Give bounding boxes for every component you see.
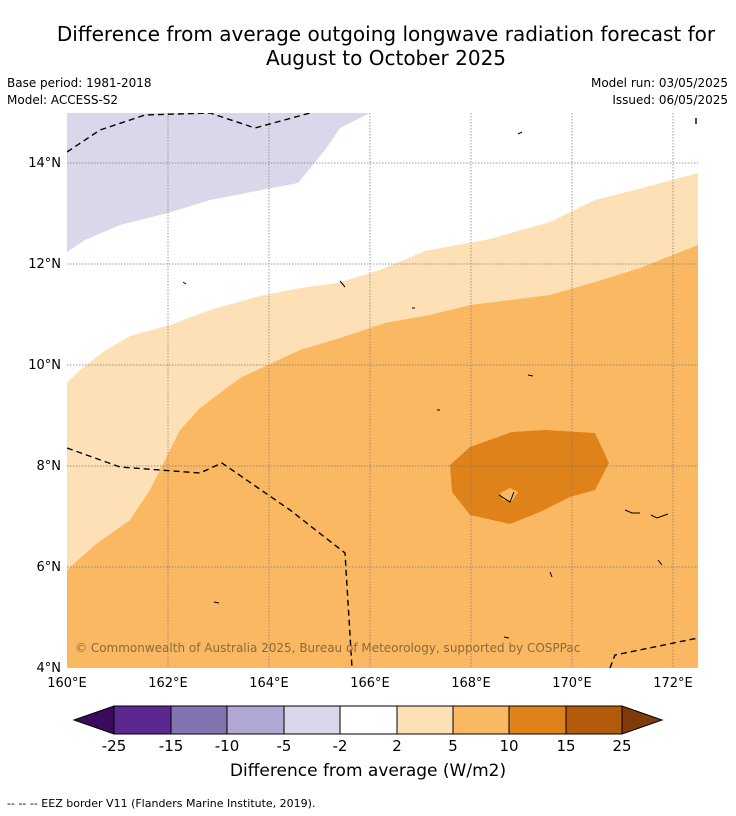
colorbar-tick: -10 (215, 737, 240, 755)
eez-legend: -- -- -- EEZ border V11 (Flanders Marine… (7, 797, 316, 810)
lon-label: 168°E (451, 676, 491, 691)
colorbar-segment (114, 706, 171, 734)
contour-positive-mid (67, 245, 698, 668)
lon-label: 162°E (148, 676, 188, 691)
contour-negative-light (67, 113, 370, 252)
copyright-notice: © Commonwealth of Australia 2025, Bureau… (75, 641, 581, 655)
colorbar-segment (171, 706, 227, 734)
colorbar-tick: 2 (392, 737, 402, 755)
colorbar-under-arrow (74, 706, 114, 734)
map-title: Difference from average outgoing longwav… (20, 22, 736, 70)
colorbar-segment (397, 706, 453, 734)
colorbar-tick: 15 (556, 737, 575, 755)
colorbar-segment (566, 706, 622, 734)
colorbar-segment (340, 706, 397, 734)
lat-label: 8°N (37, 459, 62, 474)
model-run: Model run: 03/05/2025 (590, 76, 728, 90)
lat-label: 12°N (28, 257, 61, 272)
colorbar-tick: 25 (612, 737, 631, 755)
lat-label: 14°N (28, 156, 61, 171)
colorbar-tick: 5 (448, 737, 458, 755)
base-period: Base period: 1981-2018 (7, 76, 152, 90)
title-line-1: Difference from average outgoing longwav… (56, 22, 716, 46)
colorbar-tick: -25 (102, 737, 127, 755)
graticule (67, 113, 698, 668)
map-svg: 4°N 6°N 8°N 10°N 12°N 14°N 160°E 162°E 1… (28, 113, 698, 691)
lon-label: 172°E (653, 676, 693, 691)
colorbar-segment (227, 706, 284, 734)
contour-positive-dark (450, 430, 609, 524)
colorbar-tick: -2 (333, 737, 348, 755)
issued-date: Issued: 06/05/2025 (612, 93, 728, 107)
title-line-2: August to October 2025 (265, 46, 507, 70)
colorbar: -25 -15 -10 -5 -2 2 5 10 15 25 (72, 705, 664, 755)
colorbar-ticks: -25 -15 -10 -5 -2 2 5 10 15 25 (102, 737, 632, 755)
meta-left: Base period: 1981-2018 Model: ACCESS-S2 (7, 75, 152, 109)
colorbar-segment (453, 706, 509, 734)
lon-label: 160°E (47, 676, 87, 691)
islands (182, 131, 669, 639)
colorbar-segment (509, 706, 566, 734)
lat-label: 4°N (37, 661, 62, 676)
colorbar-tick: -5 (277, 737, 292, 755)
map-area (67, 113, 698, 668)
meta-right: Model run: 03/05/2025 Issued: 06/05/2025 (591, 75, 728, 109)
model-name: Model: ACCESS-S2 (7, 93, 119, 107)
colorbar-tick: -15 (159, 737, 184, 755)
longitude-labels: 160°E 162°E 164°E 166°E 168°E 170°E 172°… (47, 676, 693, 691)
lon-label: 166°E (350, 676, 390, 691)
colorbar-outline (72, 705, 664, 735)
colorbar-over-arrow (622, 706, 662, 734)
lat-label: 6°N (37, 560, 62, 575)
eez-borders (67, 113, 698, 668)
colorbar-title: Difference from average (W/m2) (229, 761, 507, 781)
colorbar-tick: 10 (499, 737, 518, 755)
lat-label: 10°N (28, 358, 61, 373)
lon-label: 170°E (552, 676, 592, 691)
colorbar-segment (284, 706, 340, 734)
latitude-labels: 4°N 6°N 8°N 10°N 12°N 14°N (28, 156, 61, 676)
contour-hole (500, 488, 518, 501)
lon-label: 164°E (249, 676, 289, 691)
